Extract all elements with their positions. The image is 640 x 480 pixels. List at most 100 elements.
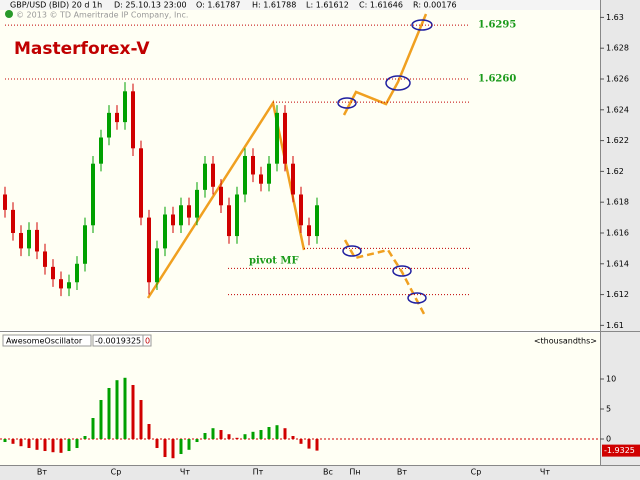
candle-body (203, 163, 207, 190)
candle-body (251, 155, 255, 175)
y-tick-label: 1.622 (606, 136, 629, 145)
y-tick-label: 1.62 (606, 167, 624, 176)
candle-body (275, 112, 279, 164)
bar (171, 439, 175, 459)
bar (275, 425, 279, 440)
candle-body (179, 205, 183, 226)
time-axis (0, 465, 640, 480)
bar (283, 428, 287, 440)
bar (155, 439, 159, 449)
ellipse (337, 97, 357, 109)
bar (211, 428, 215, 440)
close: C: 1.61646 (359, 1, 403, 10)
x-tick-label: Чт (180, 468, 190, 477)
last-value-label: -1.9325 (604, 446, 635, 455)
bar (115, 380, 119, 440)
candle-body (187, 205, 191, 218)
bar (19, 439, 23, 447)
info-icon[interactable] (5, 10, 13, 18)
bar (291, 436, 295, 440)
y-tick-label: 1.614 (606, 259, 629, 268)
bar (267, 427, 271, 440)
y-tick-label: 1.618 (606, 198, 629, 207)
candle-body (259, 174, 263, 184)
candle-body (211, 163, 215, 187)
bar (219, 430, 223, 440)
candle-body (115, 112, 119, 123)
bar (179, 439, 183, 455)
bar (251, 431, 255, 440)
level-label: 1.6295 (478, 20, 516, 31)
candle-body (83, 225, 87, 264)
bar (83, 436, 87, 440)
y-tick-label: 1.612 (606, 290, 629, 299)
bar (243, 434, 247, 440)
bar (203, 433, 207, 440)
header-bar (0, 0, 600, 10)
y-tick-label: 5 (606, 405, 611, 414)
bar (91, 418, 95, 440)
candle-body (131, 91, 135, 149)
x-tick-label: Ср (471, 468, 482, 477)
candle-body (227, 205, 231, 237)
x-tick-label: Вт (397, 468, 407, 477)
ellipse (392, 265, 412, 277)
bar (59, 439, 63, 453)
candle-body (139, 148, 143, 218)
forecast-lines (146, 13, 428, 315)
bar (27, 439, 31, 449)
price-axis (600, 0, 640, 480)
bar (99, 399, 103, 440)
bar (147, 424, 151, 440)
copyright: © 2013 © TD Ameritrade IP Company, Inc. (16, 11, 188, 20)
bar (123, 377, 127, 440)
candle-body (11, 209, 15, 233)
bar (235, 437, 239, 440)
low: L: 1.61612 (306, 1, 349, 10)
y-tick-label: 0 (606, 435, 611, 444)
unit-label: <thousandths> (534, 337, 597, 346)
zigzag (146, 99, 306, 299)
bar (43, 439, 47, 452)
candle-body (91, 163, 95, 226)
x-tick-label: Вс (323, 468, 333, 477)
y-tick-label: 1.624 (606, 105, 629, 114)
symbol: GBP/USD (BID) 20 d 1h (10, 1, 102, 10)
candle-body (123, 91, 127, 123)
candle-body (59, 279, 63, 289)
y-tick-label: 1.616 (606, 228, 629, 237)
y-tick-label: 1.61 (606, 321, 624, 330)
chart-title: Masterforex-V (14, 39, 150, 59)
candle-body (291, 163, 295, 195)
high: H: 1.61788 (252, 1, 296, 10)
oscillator-panel (0, 333, 600, 465)
ellipse (385, 75, 411, 91)
candle-body (27, 229, 31, 249)
bar (51, 439, 55, 453)
bar (139, 399, 143, 440)
indicator-badge: 0 (145, 337, 150, 346)
range: R: 0.00176 (413, 1, 457, 10)
y-tick-label: 1.63 (606, 13, 624, 22)
x-tick-label: Чт (540, 468, 550, 477)
zigzag (342, 13, 428, 116)
candle-body (315, 205, 319, 237)
ellipse (342, 245, 362, 257)
candle-body (43, 251, 47, 267)
bar (75, 439, 79, 449)
candle-body (299, 194, 303, 226)
bar (227, 434, 231, 440)
y-tick-label: 10 (606, 374, 616, 383)
bar (307, 439, 311, 449)
candle-body (243, 155, 247, 195)
last-value-box (602, 444, 640, 457)
bar (67, 439, 71, 452)
candle-body (155, 248, 159, 283)
y-tick-label: 1.626 (606, 74, 629, 83)
candle-body (19, 232, 23, 249)
indicator-name: AwesomeOscillator (6, 337, 83, 346)
indicator-badge-box (142, 334, 152, 347)
level-label: 1.6260 (478, 73, 516, 84)
candle-body (107, 112, 111, 138)
